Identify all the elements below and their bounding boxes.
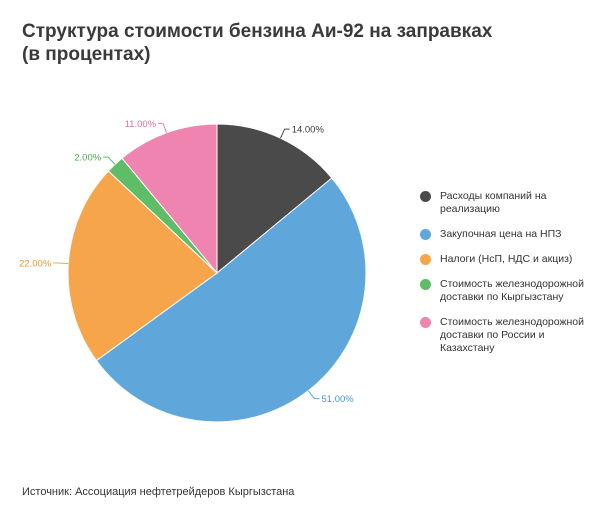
- legend-swatch: [420, 191, 431, 202]
- legend-label: Налоги (НсП, НДС и акциз): [440, 253, 573, 265]
- pie-slice-2[interactable]: [95, 177, 367, 423]
- legend-item-4[interactable]: Стоимость железнодорожной доставки по Кы…: [420, 278, 595, 304]
- legend-swatch: [420, 317, 431, 328]
- pie-label-connector-3: [53, 262, 69, 265]
- chart-legend: Расходы компаний на реализацию Закупочная…: [420, 190, 595, 367]
- pie-data-label-2: 51.00%: [322, 394, 355, 405]
- pie-label-connector-5: [158, 122, 167, 133]
- pie-slice-5[interactable]: [121, 123, 218, 275]
- legend-swatch: [420, 254, 431, 265]
- legend-item-3[interactable]: Налоги (НсП, НДС и акциз): [420, 253, 595, 266]
- pie-label-connector-2: [307, 390, 320, 400]
- pie-label-connector-4: [103, 156, 116, 165]
- legend-label: Закупочная цена на НПЗ: [440, 228, 562, 240]
- pie-data-label-5: 11.00%: [125, 119, 157, 130]
- legend-item-5[interactable]: Стоимость железнодорожной доставки по Ро…: [420, 316, 595, 355]
- source-note: Источник: Ассоциация нефтетрейдеров Кырг…: [22, 486, 295, 498]
- legend-label: Стоимость железнодорожной доставки по Кы…: [440, 278, 585, 303]
- legend-swatch: [420, 229, 431, 240]
- pie-data-label-1: 14.00%: [292, 125, 325, 136]
- legend-item-2[interactable]: Закупочная цена на НПЗ: [420, 228, 595, 241]
- pie-slice-1[interactable]: [216, 123, 333, 275]
- pie-data-label-4: 2.00%: [74, 153, 101, 164]
- pie-label-connector-1: [279, 128, 290, 139]
- pie-data-label-3: 22.00%: [19, 259, 52, 270]
- legend-label: Стоимость железнодорожной доставки по Ро…: [440, 316, 585, 354]
- legend-item-1[interactable]: Расходы компаний на реализацию: [420, 190, 595, 216]
- legend-label: Расходы компаний на реализацию: [440, 190, 547, 215]
- chart-title: Структура стоимости бензина Аи-92 на зап…: [22, 21, 493, 65]
- pie-slice-3[interactable]: [67, 170, 218, 362]
- legend-swatch: [420, 279, 431, 290]
